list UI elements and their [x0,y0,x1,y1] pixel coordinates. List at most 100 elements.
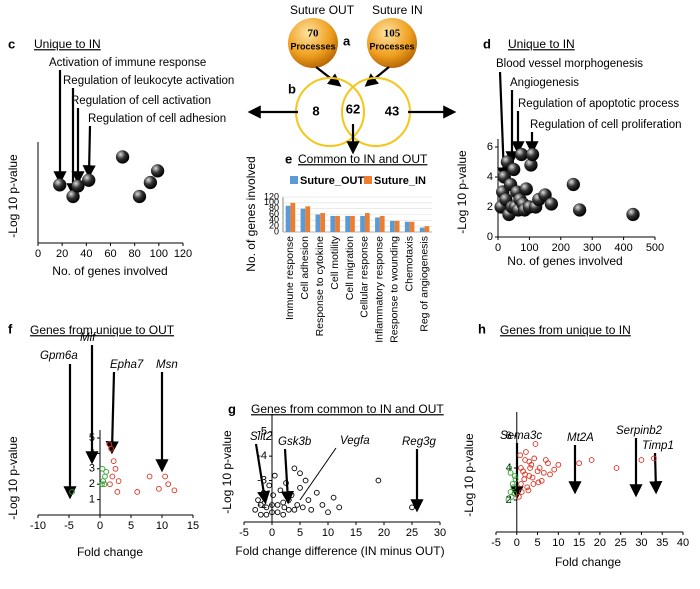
point [507,469,514,476]
point [277,487,284,494]
point [518,465,524,471]
point [114,489,121,495]
point [162,473,168,480]
annotation: Gsk3b [278,436,312,448]
annotation: Regulation of apoptotic process [518,98,679,110]
y-tick-label: 3 [89,463,95,475]
venn-diagram: Suture OUT Suture IN 70 Processes 105 Pr… [247,3,457,155]
point [99,481,105,488]
point [285,497,292,503]
x-tick-label: 30 [434,527,446,539]
y-axis-label: -Log 10 p-value [455,150,469,234]
point [271,472,278,479]
point [269,502,275,508]
point [82,173,96,187]
panel-label: e [285,151,292,166]
point [518,481,524,487]
point [156,485,162,492]
legend-swatch [364,176,372,184]
y-tick-label: -5 [257,426,267,438]
point [285,506,292,513]
point [336,504,343,511]
point [274,502,281,508]
point [638,457,645,463]
point [507,162,521,177]
bar [350,215,355,232]
y-tick-label: -2 [257,499,267,511]
annotation: Serpinb2 [616,425,663,437]
point [294,502,301,508]
x-tick-label: 0 [35,248,41,260]
x-tick-label: -10 [30,520,46,532]
annotation: Regulation of leukocyte activation [63,75,234,87]
bar [364,213,370,232]
point [53,178,67,192]
point [99,465,106,472]
annotation: Reg3g [402,436,436,448]
point [100,478,106,484]
y-tick-label: 120 [264,191,279,201]
y-tick-label: 40 [269,215,279,225]
bar [424,226,430,232]
x-tick-label: 35 [656,537,668,549]
point [319,502,326,508]
venn-count: 62 [346,101,360,116]
point [134,489,141,495]
chart-title: Genes from unique to OUT [30,323,175,337]
legend-label: Suture_OUT [300,175,364,187]
point [555,461,562,468]
x-tick-label: 15 [350,527,362,539]
point [274,509,281,516]
annotation: Msn [156,359,178,371]
y-tick-label: 0 [487,231,493,243]
x-tick-label: Cell migration [344,236,356,300]
point [518,489,525,495]
x-tick-label: 100 [520,242,538,254]
point [540,469,547,476]
x-tick-label: Inflammatory response [374,236,386,343]
annotation: Blood vessel morphogenesis [496,58,643,70]
x-axis-label: Fold change difference (IN minus OUT) [235,544,444,558]
point [101,481,108,488]
point [524,484,531,491]
x-tick-label: Response to wounding [389,236,401,343]
point [71,179,85,193]
point [551,466,558,473]
x-tick-label: 10 [322,527,334,539]
y-tick-label: 0 [274,226,279,236]
point [263,504,270,511]
point [260,489,267,496]
annotation: Vegfa [340,435,370,447]
x-axis-label: No. of genes involved [507,254,622,268]
y-tick-label: 2 [89,478,95,490]
point [325,509,331,516]
panel-label: g [228,401,236,416]
x-tick-label: 20 [594,537,606,549]
x-tick-label: 500 [646,242,664,254]
y-tick-label: 4 [487,171,493,183]
x-tick-label: 400 [614,242,632,254]
bar [375,217,380,232]
y-axis-label: -Log 10 p-value [6,436,20,520]
x-tick-label: 5 [128,520,134,532]
point [544,197,559,211]
point [146,473,153,480]
x-axis-label: Fold change [555,555,621,569]
x-tick-label: Response to cytokine [314,236,326,337]
bar [379,215,385,232]
x-axis-label: No. of genes involved [52,264,167,278]
point [109,473,116,480]
annotation: Angiogenesis [510,77,579,89]
point [263,511,270,518]
bar [360,215,365,232]
y-tick-label: 2 [487,201,493,213]
arrow [364,66,390,87]
y-tick-label: -4 [257,450,267,462]
point [330,494,337,501]
point [281,504,288,511]
point [519,182,533,196]
point [529,474,536,481]
point [588,457,595,463]
legend-label: Suture_IN [374,175,426,187]
x-tick-label: 120 [174,248,192,260]
